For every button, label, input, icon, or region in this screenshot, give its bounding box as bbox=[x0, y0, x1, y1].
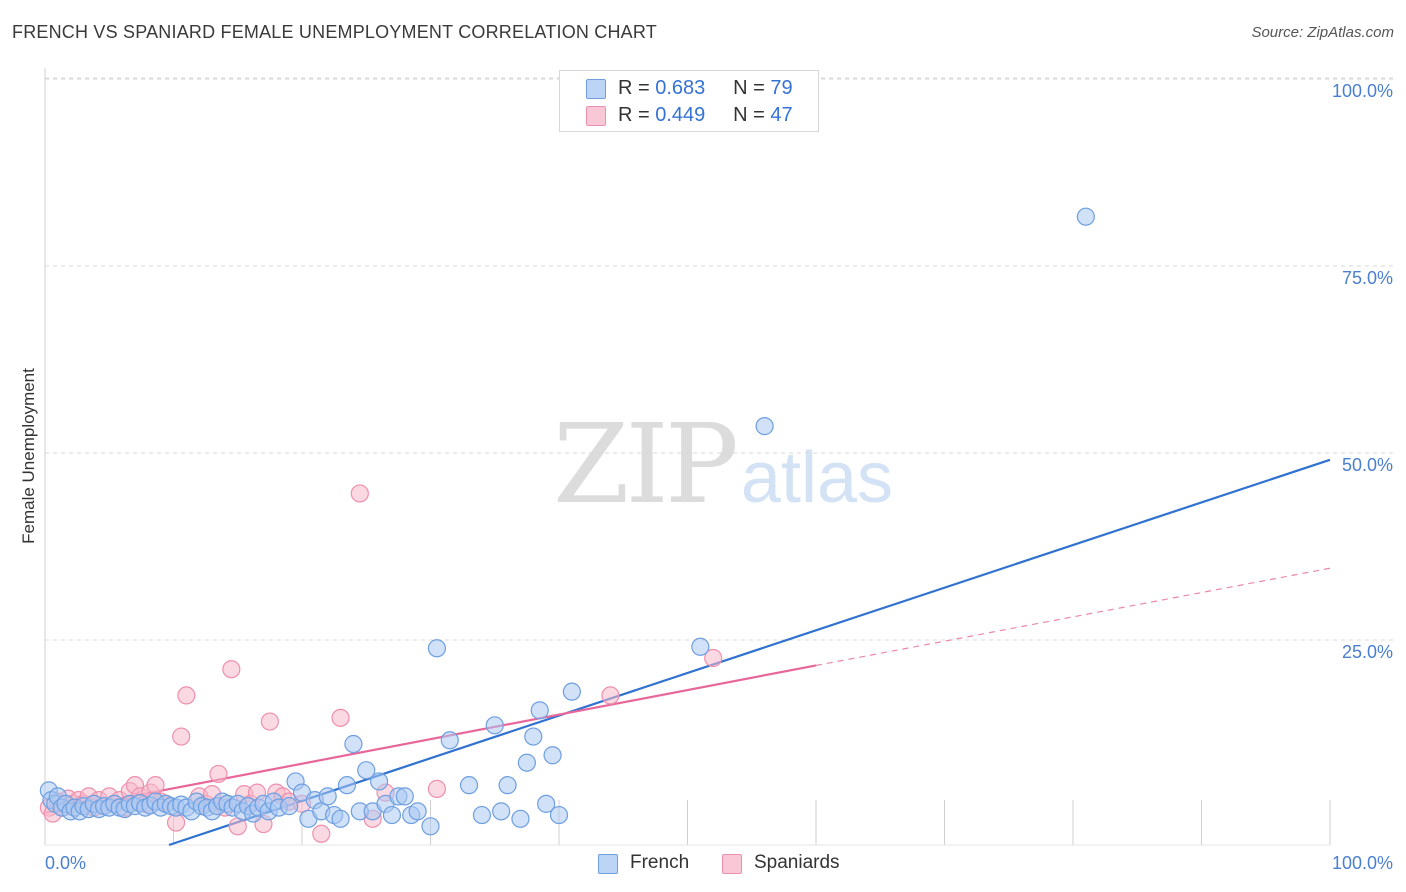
french-point bbox=[691, 637, 710, 656]
points-layer bbox=[39, 207, 1095, 843]
grid-layer bbox=[44, 68, 1393, 846]
french-point bbox=[370, 772, 389, 791]
bottom-legend-swatch-french bbox=[598, 854, 618, 874]
watermark: ZIPatlas bbox=[553, 400, 893, 528]
trend-layer bbox=[44, 458, 1331, 847]
spaniards-point bbox=[146, 776, 165, 795]
watermark-zip: ZIP bbox=[553, 400, 739, 528]
french-point bbox=[549, 805, 569, 825]
french-point bbox=[511, 809, 530, 828]
legend: R = 0.683 N = 79 R = 0.449 N = 47 bbox=[559, 70, 819, 132]
spaniards-point bbox=[350, 484, 369, 503]
spaniards-point bbox=[177, 686, 196, 705]
legend-swatch-french bbox=[586, 79, 606, 99]
legend-n-label: N = bbox=[733, 104, 771, 126]
spaniards-point bbox=[704, 648, 723, 668]
french-point bbox=[395, 787, 414, 806]
french-trend-line bbox=[168, 458, 1331, 847]
french-point bbox=[421, 817, 440, 836]
legend-r-value: 0.683 bbox=[655, 77, 706, 99]
spaniards-point bbox=[172, 727, 191, 746]
french-point bbox=[331, 809, 350, 828]
french-point bbox=[280, 797, 299, 816]
french-point bbox=[530, 701, 549, 720]
spaniards-point bbox=[331, 708, 350, 727]
french-point bbox=[344, 734, 363, 754]
spaniards-point bbox=[222, 660, 241, 679]
spaniards-point bbox=[601, 686, 620, 705]
legend-r-label: R = bbox=[618, 104, 656, 126]
x-tick-label: 0.0% bbox=[45, 853, 86, 873]
spaniards-point bbox=[260, 712, 279, 731]
french-point bbox=[459, 776, 479, 795]
legend-text-french: R = 0.683 N = 79 bbox=[618, 77, 793, 100]
french-point bbox=[357, 761, 376, 780]
y-tick-label: 100.0% bbox=[1332, 81, 1393, 101]
chart-title: FRENCH VS SPANIARD FEMALE UNEMPLOYMENT C… bbox=[12, 22, 657, 42]
bottom-legend-swatch-spaniards bbox=[722, 854, 742, 874]
french-point bbox=[537, 794, 556, 813]
spaniards-trend-line bbox=[44, 664, 817, 814]
y-tick-label: 25.0% bbox=[1342, 642, 1393, 662]
spaniards-point bbox=[427, 779, 447, 799]
legend-n-value: 79 bbox=[770, 77, 793, 99]
y-tick-label: 75.0% bbox=[1342, 268, 1393, 288]
french-point bbox=[755, 417, 774, 436]
french-point bbox=[408, 802, 427, 821]
french-point bbox=[543, 746, 562, 765]
legend-n-value: 47 bbox=[770, 104, 793, 126]
french-point bbox=[472, 805, 491, 825]
spaniards-trend-extension bbox=[815, 567, 1331, 667]
french-point bbox=[562, 682, 581, 701]
french-point bbox=[318, 787, 337, 806]
bottom-legend-label-french: French bbox=[630, 852, 690, 873]
bottom-legend-label-spaniards: Spaniards bbox=[754, 852, 840, 873]
french-point bbox=[382, 805, 402, 825]
french-point bbox=[1076, 207, 1095, 226]
french-point bbox=[517, 753, 536, 772]
french-point bbox=[485, 716, 504, 735]
axis-layer: Female Unemployment 25.0% 50.0% 75.0% 100.0… bbox=[19, 81, 1393, 873]
spaniards-point bbox=[312, 824, 331, 843]
legend-n-label: N = bbox=[733, 77, 771, 99]
spaniards-point bbox=[209, 764, 228, 784]
watermark-atlas: atlas bbox=[740, 438, 893, 518]
french-point bbox=[427, 639, 447, 658]
legend-r-value: 0.449 bbox=[655, 104, 706, 126]
legend-r-label: R = bbox=[618, 77, 656, 99]
y-tick-label: 50.0% bbox=[1342, 455, 1393, 475]
french-point bbox=[498, 776, 517, 795]
source-label: Source: ZipAtlas.com bbox=[1251, 24, 1394, 41]
legend-swatch-spaniards bbox=[586, 106, 606, 126]
french-point bbox=[492, 802, 511, 821]
french-point bbox=[337, 776, 357, 795]
x-tick-label: 100.0% bbox=[1332, 853, 1393, 873]
french-point bbox=[440, 731, 459, 750]
french-point bbox=[524, 727, 543, 746]
legend-text-spaniards: R = 0.449 N = 47 bbox=[618, 104, 793, 127]
y-axis-label: Female Unemployment bbox=[19, 368, 38, 544]
